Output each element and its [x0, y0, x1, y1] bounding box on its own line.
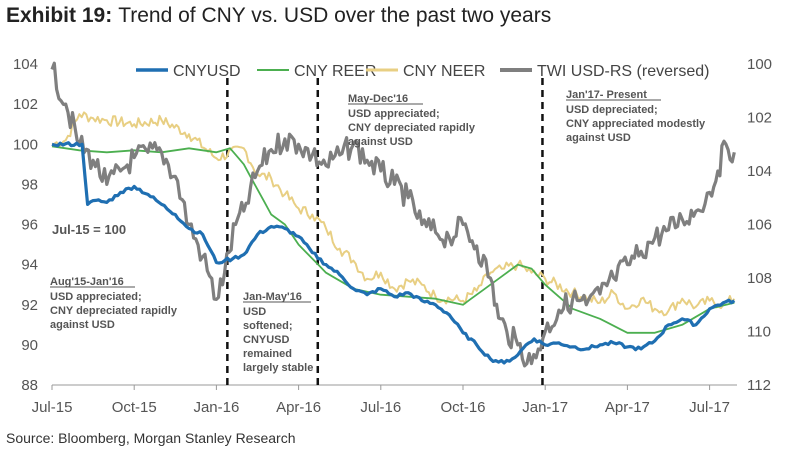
series-line-cny-neer	[51, 111, 736, 317]
x-tick-label: Jul-17	[689, 399, 730, 416]
x-tick-label: Oct-15	[112, 399, 157, 416]
annotation-aug15-jan16-line: CNY depreciated rapidly	[50, 305, 178, 317]
legend-cny-neer-label: CNY NEER	[403, 63, 485, 80]
annotation-aug15-jan16-line: USD appreciated;	[50, 291, 142, 303]
x-tick-label: Apr-17	[605, 399, 650, 416]
x-tick-label: Jan-16	[193, 399, 239, 416]
y-left-tick-label: 92	[21, 297, 38, 314]
annotation-aug15-jan16-line: against USD	[50, 319, 115, 331]
y-left-tick-label: 94	[21, 257, 38, 274]
y-left-tick-label: 102	[13, 96, 38, 113]
x-tick-label: Jan-17	[522, 399, 568, 416]
y-right-tick-label: 112	[747, 377, 771, 394]
y-right-tick-label: 102	[747, 110, 772, 127]
y-right-tick-label: 106	[747, 217, 772, 234]
annotation-aug15-jan16-title: Aug'15-Jan'16	[50, 276, 124, 288]
y-right-tick-label: 110	[747, 324, 771, 341]
y-right-tick-label: 104	[747, 163, 772, 180]
legend-cny-reer-label: CNY REER	[294, 63, 376, 80]
exhibit-number: Exhibit 19:	[6, 4, 113, 27]
annotation-may-dec16-line: against USD	[348, 136, 413, 148]
legend-twi-usd-label: TWI USD-RS (reversed)	[537, 63, 709, 80]
y-left-tick-label: 88	[21, 377, 38, 394]
annotation-jan-may16-line: softened;	[243, 320, 293, 332]
series-line-cnyusd	[51, 141, 736, 365]
annotation-may-dec16-title: May-Dec'16	[348, 93, 408, 105]
legend-cnyusd-label: CNYUSD	[173, 63, 241, 80]
annotation-jan-may16-line: largely stable	[243, 362, 313, 374]
exhibit-title: Trend of CNY vs. USD over the past two y…	[118, 4, 552, 27]
x-tick-label: Jul-16	[360, 399, 401, 416]
annotation-jan-may16-line: CNYUSD	[243, 334, 290, 346]
y-right-tick-label: 108	[747, 270, 772, 287]
y-right-tick-label: 100	[747, 56, 772, 73]
y-left-tick-label: 100	[13, 136, 38, 153]
x-tick-label: Oct-16	[440, 399, 485, 416]
annotation-jan-may16-title: Jan-May'16	[243, 291, 302, 303]
annotation-jan17-present-line: against USD	[566, 132, 631, 144]
annotation-may-dec16-line: CNY depreciated rapidly	[348, 122, 476, 134]
annotation-jan17-present-line: USD depreciated;	[566, 104, 658, 116]
annotation-jan17-present-title: Jan'17- Present	[566, 89, 647, 101]
source-note: Source: Bloomberg, Morgan Stanley Resear…	[6, 430, 296, 446]
annotation-may-dec16-line: USD appreciated;	[348, 108, 440, 120]
y-left-tick-label: 90	[21, 337, 38, 354]
annotation-jan-may16-line: remained	[243, 348, 292, 360]
annotation-jan17-present-line: CNY appreciated modestly	[566, 118, 706, 130]
y-left-tick-label: 98	[21, 176, 38, 193]
chart-title: Exhibit 19: Trend of CNY vs. USD over the…	[6, 4, 551, 28]
annotation-jan-may16-line: USD	[243, 306, 266, 318]
series-line-twi-usd	[50, 61, 736, 368]
x-tick-label: Apr-16	[276, 399, 321, 416]
annotation-base-note: Jul-15 = 100	[52, 222, 126, 237]
y-left-tick-label: 96	[21, 217, 38, 234]
x-tick-label: Jul-15	[32, 399, 73, 416]
y-left-tick-label: 104	[13, 56, 38, 73]
